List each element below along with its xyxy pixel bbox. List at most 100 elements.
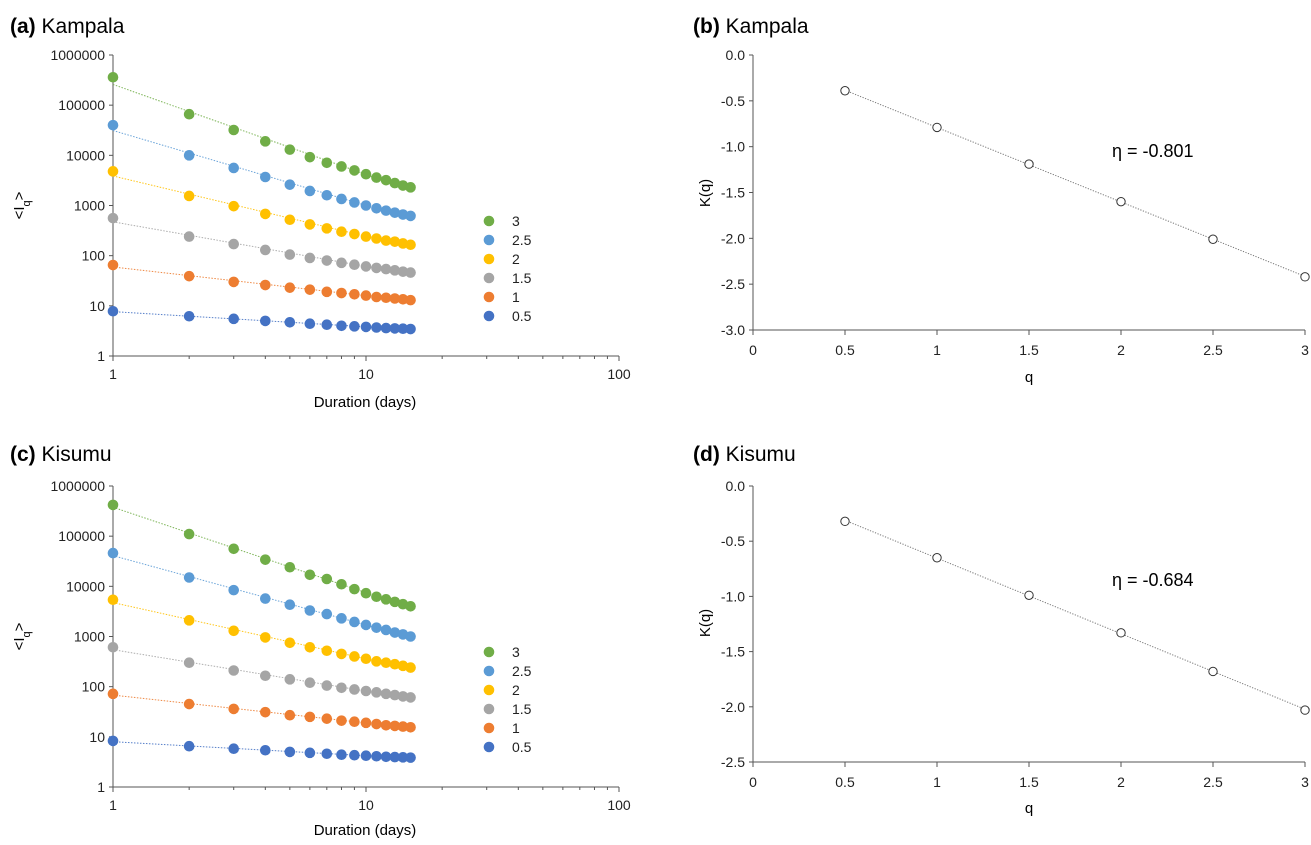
panel-a-point-q0.5 bbox=[380, 322, 392, 334]
panel-a-point-q2.5 bbox=[304, 185, 316, 197]
panel-a-point-q0.5 bbox=[336, 320, 347, 332]
panel-a-x-tick-label: 10 bbox=[358, 366, 374, 382]
panel-b-x-axis-label: q bbox=[1025, 369, 1033, 386]
panel-c-point-q2.5 bbox=[321, 608, 333, 620]
panel-b-y-tick-label: -2.0 bbox=[721, 230, 745, 246]
panel-a-legend-label: 1 bbox=[512, 289, 520, 305]
panel-a-point-q1 bbox=[389, 293, 401, 304]
panel-d-x-tick-label: 1 bbox=[933, 774, 941, 790]
panel-a-point-q0.5 bbox=[321, 319, 333, 331]
panel-a-y-tick-label: 100000 bbox=[58, 97, 105, 113]
panel-c-point-q2 bbox=[380, 657, 392, 669]
panel-a-point-q1.5 bbox=[360, 261, 372, 272]
panel-c-point-q1.5 bbox=[304, 677, 316, 688]
panel-d-y-tick-label: 0.0 bbox=[726, 478, 746, 494]
panel-a-y-axis-label-text: <Iq> bbox=[11, 191, 33, 219]
panel-c-point-q3 bbox=[228, 543, 240, 555]
panel-c-y-tick-label: 1000000 bbox=[50, 478, 105, 494]
panel-d-title: (d) Kisumu bbox=[693, 443, 796, 466]
panel-b-x-tick-label: 0 bbox=[749, 342, 757, 358]
panel-b-point bbox=[1208, 234, 1218, 244]
panel-c-point-q2.5 bbox=[349, 616, 360, 628]
panel-a-legend-marker-q3 bbox=[483, 215, 495, 227]
panel-b-y-tick-label: -2.5 bbox=[721, 276, 745, 292]
panel-c-point-q1 bbox=[336, 715, 347, 726]
panel-c-point-q0.5 bbox=[336, 749, 347, 761]
panel-c-point-q1.5 bbox=[107, 641, 119, 653]
panel-a-legend-label: 1.5 bbox=[512, 270, 532, 286]
panel-d-point bbox=[1300, 705, 1310, 715]
panel-d-y-axis-label: K(q) bbox=[697, 609, 714, 637]
panel-c-y-tick-label: 1000 bbox=[74, 629, 105, 645]
panel-c-point-q1.5 bbox=[260, 670, 271, 682]
panel-c-point-q1.5 bbox=[321, 680, 333, 691]
panel-a-point-q3 bbox=[228, 124, 240, 136]
panel-b-x-tick-label: 2.5 bbox=[1203, 342, 1223, 358]
panel-a-point-q3 bbox=[284, 144, 296, 155]
panel-a-legend-marker-q2.5 bbox=[483, 234, 495, 246]
panel-a-y-tick-label: 1 bbox=[97, 348, 105, 364]
panel-a-point-q3 bbox=[405, 182, 416, 193]
panel-a-point-q1 bbox=[228, 276, 240, 288]
panel-c-point-q2.5 bbox=[389, 627, 401, 638]
panel-d-point bbox=[932, 553, 942, 563]
panel-a-point-q2.5 bbox=[228, 162, 240, 174]
panel-c-point-q2 bbox=[284, 637, 296, 649]
panel-c-point-q3 bbox=[371, 591, 382, 603]
panel-c-point-q1 bbox=[321, 713, 333, 724]
panel-a-y-tick-label: 1000000 bbox=[50, 47, 105, 63]
panel-a-point-q1.5 bbox=[380, 263, 392, 275]
panel-a-y-tick-label: 10 bbox=[89, 298, 105, 314]
panel-a-point-q3 bbox=[107, 71, 119, 83]
panel-c-legend-label: 1.5 bbox=[512, 701, 532, 717]
panel-c-point-q1 bbox=[107, 688, 119, 700]
panel-c-point-q2.5 bbox=[304, 605, 316, 616]
panel-b-title: (b) Kampala bbox=[693, 15, 809, 38]
panel-a-y-tick-label: 10000 bbox=[66, 147, 105, 163]
panel-c-legend-marker-q0.5 bbox=[483, 741, 495, 753]
panel-c-point-q0.5 bbox=[260, 744, 271, 756]
panel-b-y-axis-label: K(q) bbox=[697, 179, 714, 207]
panel-a-point-q2 bbox=[304, 219, 316, 230]
panel-c-point-q1.5 bbox=[183, 657, 195, 669]
panel-c-y-tick-label: 10 bbox=[89, 729, 105, 745]
panel-a-point-q1 bbox=[107, 259, 119, 271]
panel-c-y-tick-label: 10000 bbox=[66, 578, 105, 594]
panel-b-x-tick-label: 1 bbox=[933, 342, 941, 358]
panel-c-y-axis-label-text: <Iq> bbox=[11, 622, 33, 650]
panel-d-x-tick-label: 2.5 bbox=[1203, 774, 1223, 790]
panel-a-legend-label: 0.5 bbox=[512, 308, 532, 324]
panel-a-point-q1.5 bbox=[321, 255, 333, 266]
panel-c-point-q2 bbox=[389, 658, 401, 670]
panel-a-point-q0.5 bbox=[349, 321, 360, 332]
panel-c-point-q2 bbox=[321, 645, 333, 657]
panel-c-x-tick-label: 1 bbox=[109, 797, 117, 813]
panel-a-point-q2 bbox=[371, 233, 382, 244]
panel-a-point-q3 bbox=[336, 161, 347, 172]
panel-c-kisumu-moments: (c) Kisumu <Iq> Duration (days) 11010010… bbox=[10, 443, 631, 839]
panel-d-x-tick-label: 3 bbox=[1301, 774, 1309, 790]
panel-c-point-q2 bbox=[304, 641, 316, 653]
panel-a-legend-label: 3 bbox=[512, 213, 520, 229]
panel-c-point-q1.5 bbox=[405, 692, 416, 703]
panel-c-point-q3 bbox=[107, 499, 119, 511]
panel-a-point-q3 bbox=[380, 174, 392, 186]
panel-c-y-tick-label: 100 bbox=[82, 679, 106, 695]
y-label-main: <I bbox=[11, 637, 28, 650]
panel-c-point-q1 bbox=[183, 698, 195, 710]
panel-c-legend-marker-q3 bbox=[483, 646, 495, 658]
panel-a-x-tick-label: 1 bbox=[109, 366, 117, 382]
panel-d-point bbox=[840, 516, 850, 527]
panel-a-point-q3 bbox=[183, 108, 195, 120]
panel-a-point-q3 bbox=[389, 177, 401, 189]
panel-c-point-q1.5 bbox=[349, 684, 360, 695]
panel-c-point-q2.5 bbox=[284, 599, 296, 611]
panel-c-point-q0.5 bbox=[371, 750, 382, 762]
panel-c-x-axis-label: Duration (days) bbox=[314, 822, 417, 839]
panel-c-point-q0.5 bbox=[284, 746, 296, 758]
panel-a-point-q0.5 bbox=[360, 321, 372, 333]
panel-c-point-q1 bbox=[360, 717, 372, 729]
panel-c-point-q1.5 bbox=[336, 682, 347, 694]
panel-a-point-q2.5 bbox=[405, 210, 416, 222]
panel-a-kampala-moments: (a) Kampala <Iq> Duration (days) 1 10 100 1… bbox=[10, 15, 631, 411]
